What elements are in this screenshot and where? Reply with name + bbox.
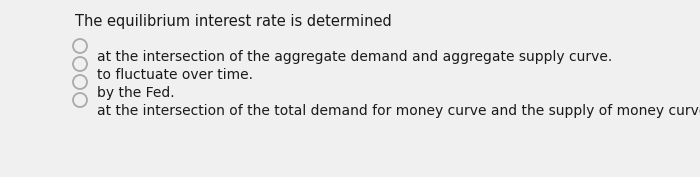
Text: The equilibrium interest rate is determined: The equilibrium interest rate is determi…: [75, 14, 392, 29]
Text: to fluctuate over time.: to fluctuate over time.: [97, 68, 253, 82]
Text: at the intersection of the aggregate demand and aggregate supply curve.: at the intersection of the aggregate dem…: [97, 50, 612, 64]
Text: by the Fed.: by the Fed.: [97, 86, 174, 100]
Text: at the intersection of the total demand for money curve and the supply of money : at the intersection of the total demand …: [97, 104, 700, 118]
